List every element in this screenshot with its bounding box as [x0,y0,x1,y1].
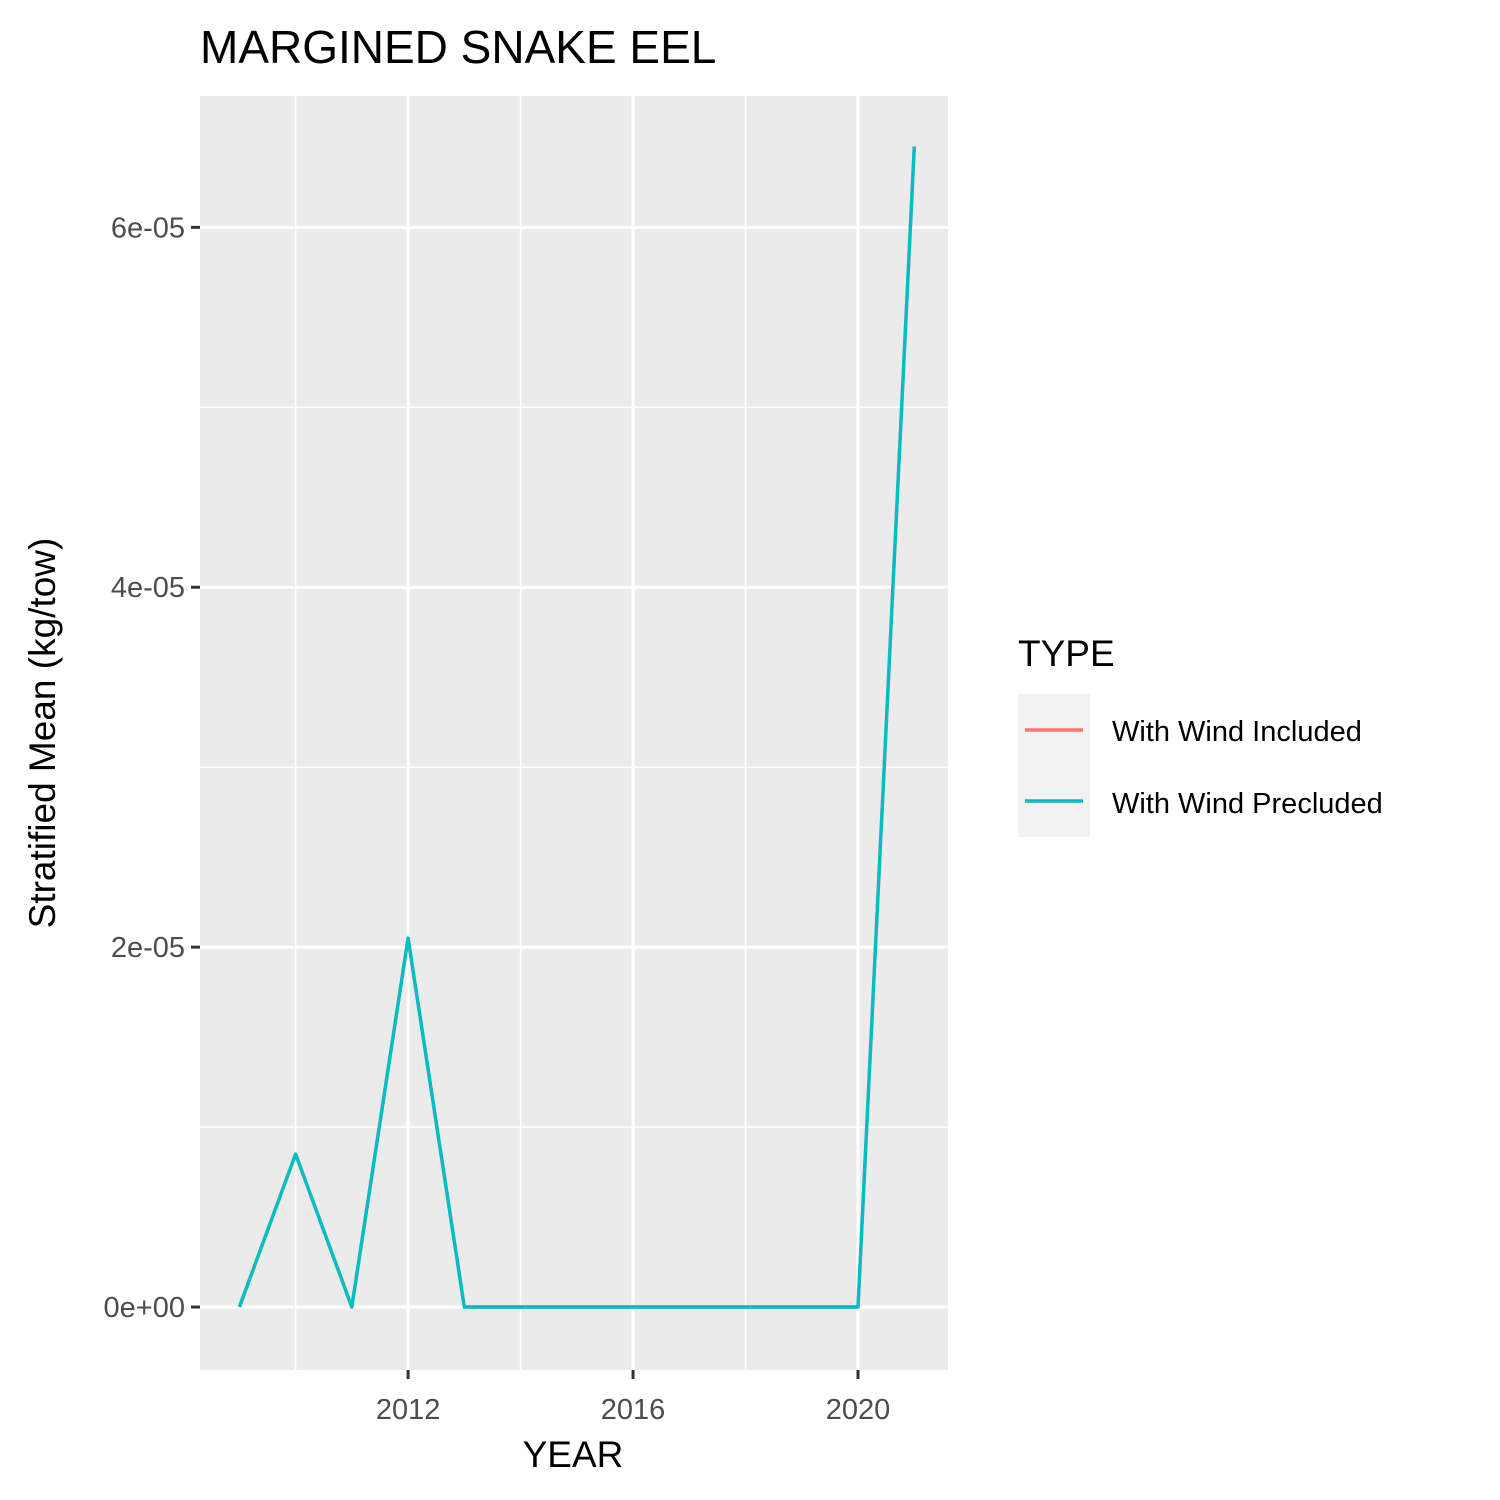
chart-title: MARGINED SNAKE EEL [200,21,716,73]
x-tick-label: 2012 [376,1394,441,1426]
series-line-with-wind-precluded [237,146,916,1309]
x-axis: 2012 2016 2020 [376,1370,890,1426]
y-tick-label: 4e-05 [111,572,185,604]
plot-panel [200,96,948,1370]
legend: TYPE With Wind Included With Wind Preclu… [1018,633,1383,837]
x-tick-label: 2016 [601,1394,666,1426]
y-axis-title: Stratified Mean (kg/tow) [22,538,63,929]
legend-label-with-wind-included: With Wind Included [1112,716,1362,748]
x-axis-title: YEAR [523,1434,624,1475]
legend-key-background [1018,694,1090,837]
x-tick-label: 2020 [826,1394,891,1426]
legend-label-with-wind-precluded: With Wind Precluded [1112,788,1383,820]
y-tick-label: 2e-05 [111,932,185,964]
y-tick-label: 0e+00 [104,1292,185,1324]
y-tick-label: 6e-05 [111,212,185,244]
series-lines [237,146,916,1309]
y-axis: 0e+00 2e-05 4e-05 6e-05 [104,212,200,1324]
legend-title: TYPE [1018,633,1115,674]
